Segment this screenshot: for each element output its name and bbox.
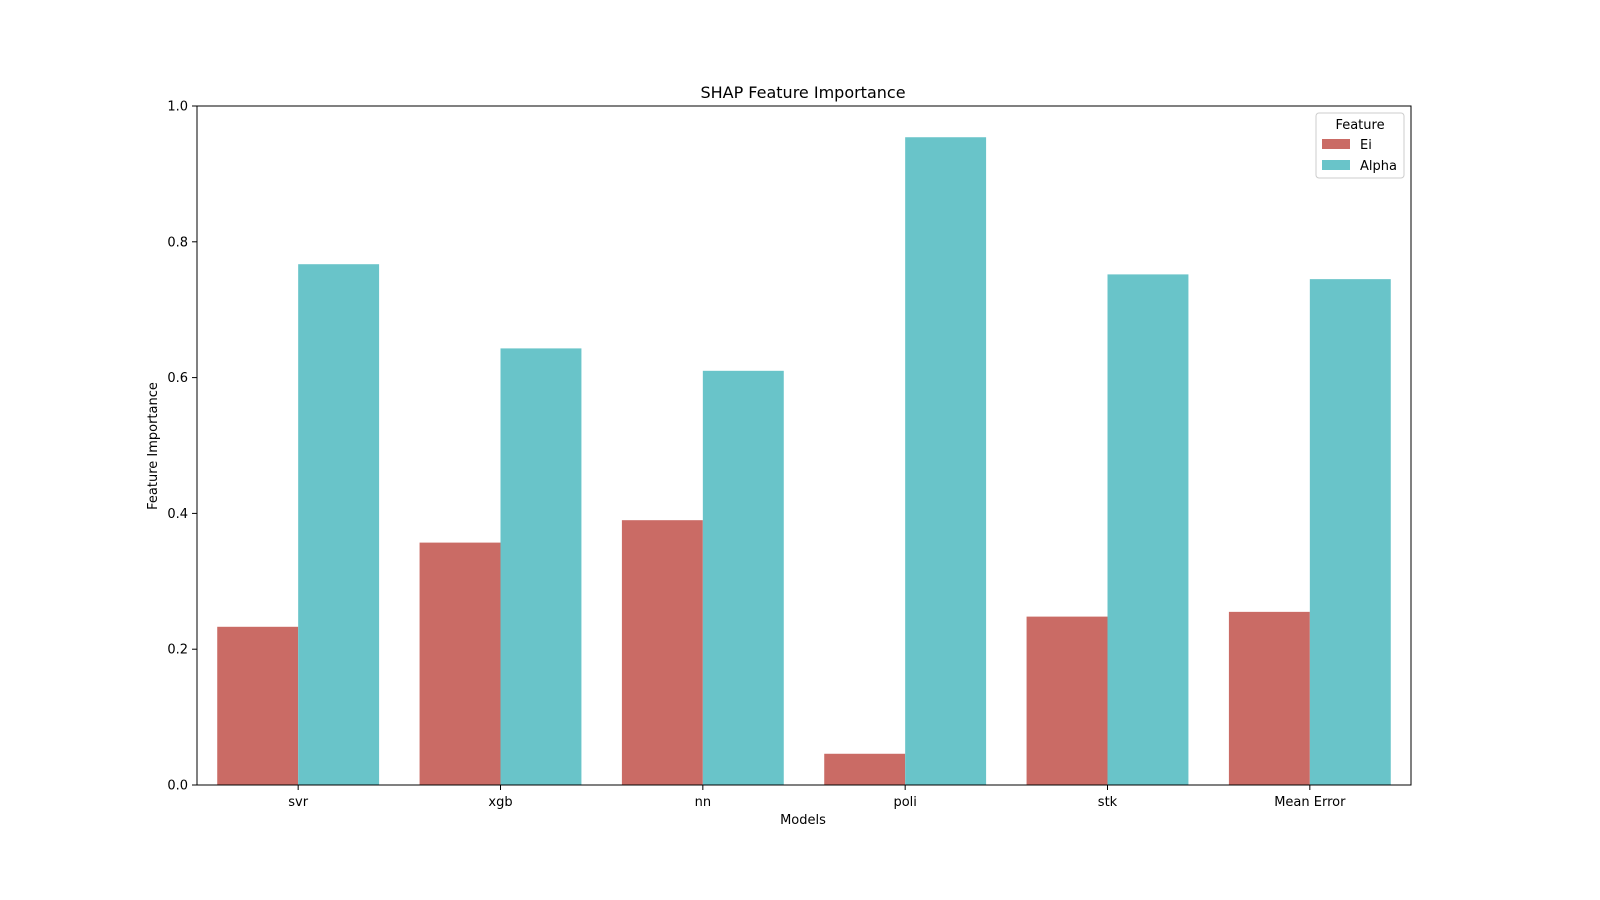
chart-title: SHAP Feature Importance: [700, 83, 905, 102]
x-tick-label: nn: [695, 795, 711, 810]
bar-alpha-stk: [1107, 274, 1189, 785]
y-tick-label: 1.0: [167, 100, 188, 115]
bars-group: [217, 137, 1391, 786]
bar-ei-nn: [621, 520, 703, 785]
bar-ei-stk: [1026, 616, 1108, 785]
x-axis-title: Models: [780, 813, 826, 828]
x-tick-label: svr: [288, 795, 308, 810]
plot-frame: [196, 105, 1412, 786]
bar-alpha-svr: [298, 264, 380, 786]
bar-alpha-poli: [905, 137, 987, 786]
legend-label-alpha: Alpha: [1360, 159, 1397, 174]
x-axis: svr xgb nn poli stk Mean Error: [288, 785, 1346, 810]
y-tick-label: 0.8: [167, 235, 188, 250]
x-tick-label: Mean Error: [1274, 795, 1346, 810]
bar-ei-mean-error: [1228, 611, 1310, 785]
x-tick-label: stk: [1098, 795, 1118, 810]
y-tick-label: 0.2: [167, 643, 188, 658]
bar-alpha-xgb: [500, 348, 582, 785]
y-axis: 0.0 0.2 0.4 0.6 0.8 1.0: [167, 100, 197, 794]
y-tick-label: 0.6: [167, 371, 188, 386]
x-tick-label: xgb: [488, 795, 512, 810]
legend-title: Feature: [1335, 118, 1384, 133]
y-tick-label: 0.0: [167, 779, 188, 794]
bar-ei-svr: [217, 626, 299, 785]
legend-swatch-alpha: [1322, 160, 1350, 170]
bar-alpha-mean-error: [1309, 279, 1391, 785]
bar-ei-poli: [824, 753, 906, 785]
legend-label-ei: Ei: [1360, 138, 1372, 153]
legend: Feature Ei Alpha: [1315, 112, 1405, 179]
y-axis-title: Feature Importance: [146, 382, 161, 510]
bar-ei-xgb: [419, 542, 501, 785]
y-tick-label: 0.4: [167, 507, 188, 522]
x-tick-label: poli: [893, 795, 916, 810]
bar-alpha-nn: [702, 370, 784, 785]
legend-swatch-ei: [1322, 139, 1350, 149]
